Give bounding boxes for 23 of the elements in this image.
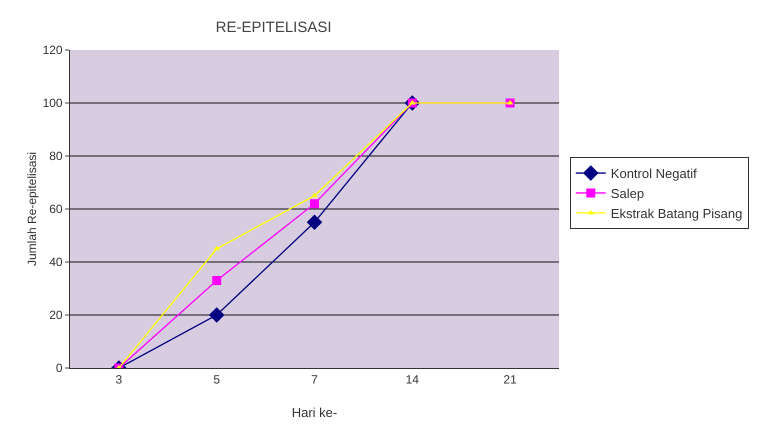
- y-tick-label: 100: [42, 96, 63, 110]
- point: [306, 214, 322, 230]
- x-axis-title: Hari ke-: [292, 405, 338, 420]
- legend-label: Ekstrak Batang Pisang: [610, 206, 742, 221]
- point: [311, 192, 318, 198]
- legend-label: Kontrol Negatif: [610, 166, 698, 182]
- x-tick-label: 3: [116, 372, 123, 386]
- y-tick-label: 0: [56, 361, 63, 376]
- y-tick-label: 80: [49, 149, 63, 164]
- x-tick-label: 7: [311, 372, 318, 386]
- y-axis-title: Jumlah Re-epitelisasi: [25, 152, 39, 266]
- y-tick-label: 40: [49, 255, 63, 270]
- legend-label: Salep: [610, 186, 644, 202]
- point: [212, 276, 222, 286]
- chart-title: RE-EPITELISASI: [216, 18, 332, 36]
- y-tick-label: 120: [42, 43, 63, 58]
- point: [208, 307, 224, 323]
- x-tick-label: 14: [406, 372, 420, 386]
- x-tick-label: 5: [213, 372, 220, 386]
- point: [310, 199, 319, 208]
- x-tick-label: 21: [503, 372, 518, 386]
- y-tick-label: 20: [49, 308, 63, 322]
- y-tick-label: 60: [49, 202, 63, 216]
